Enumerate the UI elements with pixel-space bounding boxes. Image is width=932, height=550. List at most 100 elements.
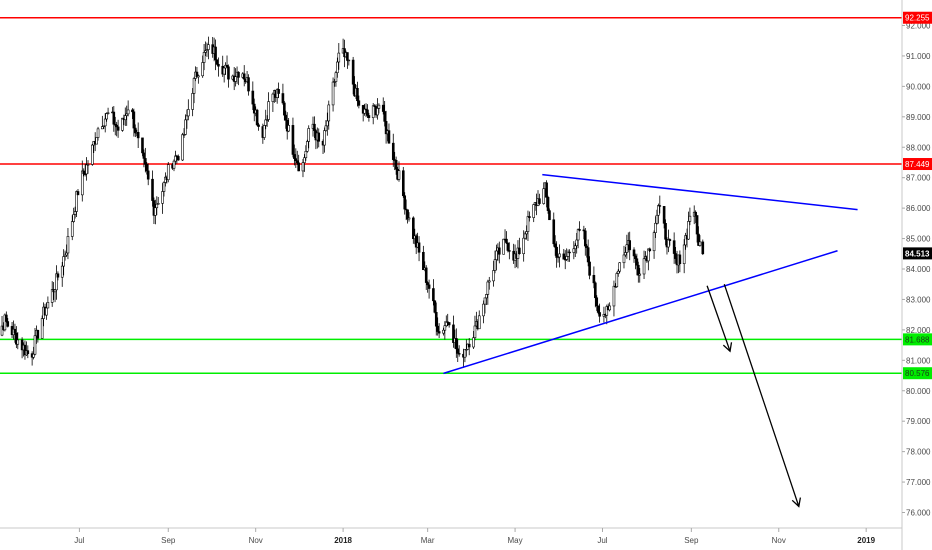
candle xyxy=(505,231,508,245)
candle xyxy=(106,107,110,115)
candle xyxy=(608,302,611,312)
candle xyxy=(492,260,495,287)
level-price-badge: 81.688 xyxy=(903,333,932,346)
candle xyxy=(333,78,336,87)
candle xyxy=(407,212,411,222)
candle xyxy=(695,215,699,243)
svg-text:87.449: 87.449 xyxy=(905,160,930,169)
candle xyxy=(204,41,207,57)
candle xyxy=(652,230,656,259)
level-labels: 92.255 87.449 81.688 80.576 xyxy=(903,11,932,380)
candle xyxy=(498,241,501,264)
arrow-0[interactable] xyxy=(706,285,733,353)
candle xyxy=(637,261,640,283)
candle xyxy=(301,159,305,178)
candle xyxy=(207,36,210,60)
candle xyxy=(151,170,154,207)
candle xyxy=(287,117,290,133)
candle xyxy=(191,88,194,117)
candle xyxy=(76,188,80,196)
x-tick-label: Jul xyxy=(597,536,607,545)
candle xyxy=(682,239,686,274)
candle xyxy=(598,303,601,323)
candle xyxy=(297,154,300,172)
candle xyxy=(442,327,445,336)
candle xyxy=(412,216,415,244)
candle xyxy=(105,112,108,122)
candle xyxy=(132,108,136,137)
trendline-0[interactable] xyxy=(542,173,858,211)
candle xyxy=(83,163,87,177)
candle xyxy=(125,105,129,126)
candle xyxy=(528,211,531,222)
candle xyxy=(326,112,329,136)
candle xyxy=(6,318,10,328)
candle xyxy=(291,117,295,158)
y-tick-label: 78.000 xyxy=(906,448,931,457)
candle xyxy=(262,125,266,140)
candle xyxy=(215,59,219,66)
candle xyxy=(363,103,366,116)
candle xyxy=(337,43,341,70)
candle xyxy=(586,239,590,267)
candle xyxy=(357,95,361,109)
candle xyxy=(82,168,86,177)
y-tick-label: 81.000 xyxy=(906,356,931,365)
candle xyxy=(252,98,256,122)
candle xyxy=(668,238,672,246)
last-price-label: 84.513 xyxy=(903,247,932,260)
candle xyxy=(144,147,147,173)
candle xyxy=(583,227,587,256)
candle xyxy=(166,161,170,183)
candle xyxy=(657,203,660,224)
trendline-1[interactable] xyxy=(443,250,838,375)
candle xyxy=(588,256,591,280)
candle xyxy=(73,206,77,219)
candle xyxy=(575,232,578,254)
candle xyxy=(548,208,551,221)
candle xyxy=(45,302,48,320)
candle xyxy=(121,117,124,132)
candle xyxy=(56,271,60,281)
candle xyxy=(376,98,379,120)
candle xyxy=(55,265,58,300)
candle xyxy=(642,250,646,280)
candle xyxy=(346,52,349,69)
candle xyxy=(472,330,475,350)
candle xyxy=(91,144,94,166)
candle xyxy=(281,83,285,105)
candle xyxy=(184,114,187,136)
arrow-1[interactable] xyxy=(723,284,802,508)
candle xyxy=(50,281,54,307)
y-tick-label: 79.000 xyxy=(906,417,931,426)
candle xyxy=(426,281,429,293)
candle xyxy=(53,288,57,303)
candle xyxy=(237,71,240,86)
candle xyxy=(605,304,609,325)
candle xyxy=(662,206,666,229)
candle xyxy=(594,281,597,308)
candle xyxy=(432,279,435,306)
candle xyxy=(467,338,471,356)
candle xyxy=(495,244,498,271)
candle xyxy=(304,145,308,161)
x-axis-ticks: Jul Sep Nov 2018 Mar May Jul Sep Nov 2019 xyxy=(74,528,876,545)
candle xyxy=(625,234,629,259)
candle xyxy=(146,163,150,186)
candle xyxy=(518,237,521,255)
candle xyxy=(222,67,226,83)
candle xyxy=(538,193,541,206)
candle xyxy=(371,103,375,125)
candle xyxy=(214,39,217,71)
y-tick-label: 88.000 xyxy=(906,143,931,152)
candle xyxy=(615,271,619,288)
candle xyxy=(424,265,428,290)
candle xyxy=(634,253,637,270)
candle xyxy=(96,126,100,141)
candle xyxy=(465,339,468,357)
candle xyxy=(576,228,580,249)
x-tick-label: Mar xyxy=(421,536,435,545)
candle xyxy=(264,109,268,130)
candle xyxy=(525,225,528,240)
